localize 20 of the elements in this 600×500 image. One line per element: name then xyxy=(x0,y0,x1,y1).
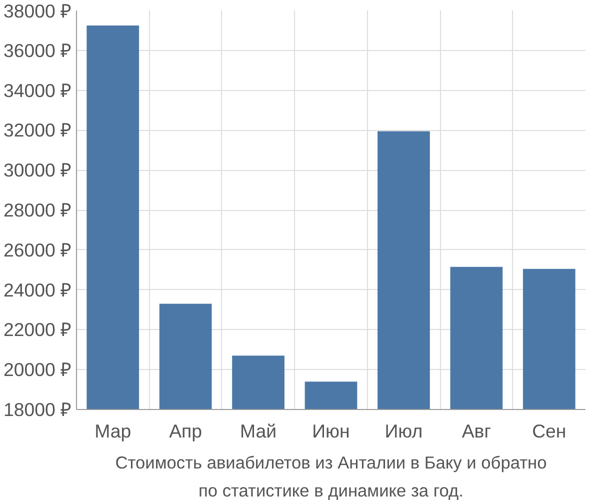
x-tick-label: Мар xyxy=(94,420,132,442)
y-tick-label: 28000 ₽ xyxy=(3,200,72,220)
x-tick-label: Июл xyxy=(384,420,423,442)
y-tick-label: 24000 ₽ xyxy=(3,279,72,300)
y-tick-label: 18000 ₽ xyxy=(3,399,72,420)
y-tick-label: 30000 ₽ xyxy=(3,160,72,181)
x-tick-label: Сен xyxy=(532,420,566,442)
x-tick-label: Май xyxy=(240,420,277,442)
text: Стоимость авиабилетов из Анталии в Баку и обратно xyxy=(115,452,547,472)
y-tick-label: 20000 ₽ xyxy=(3,359,72,380)
x-tick-label: Апр xyxy=(169,420,202,442)
y-tick-label: 26000 ₽ xyxy=(3,239,72,260)
y-tick-label: 32000 ₽ xyxy=(3,120,72,141)
y-tick-label: 22000 ₽ xyxy=(3,319,72,340)
text: по статистике в динамике за год. xyxy=(198,480,464,500)
y-tick-label: 36000 ₽ xyxy=(3,40,72,61)
x-tick-label: Авг xyxy=(462,420,492,442)
x-tick-label: Июн xyxy=(312,420,350,442)
y-tick-label: 34000 ₽ xyxy=(3,80,72,101)
y-tick-label: 38000 ₽ xyxy=(3,0,72,22)
